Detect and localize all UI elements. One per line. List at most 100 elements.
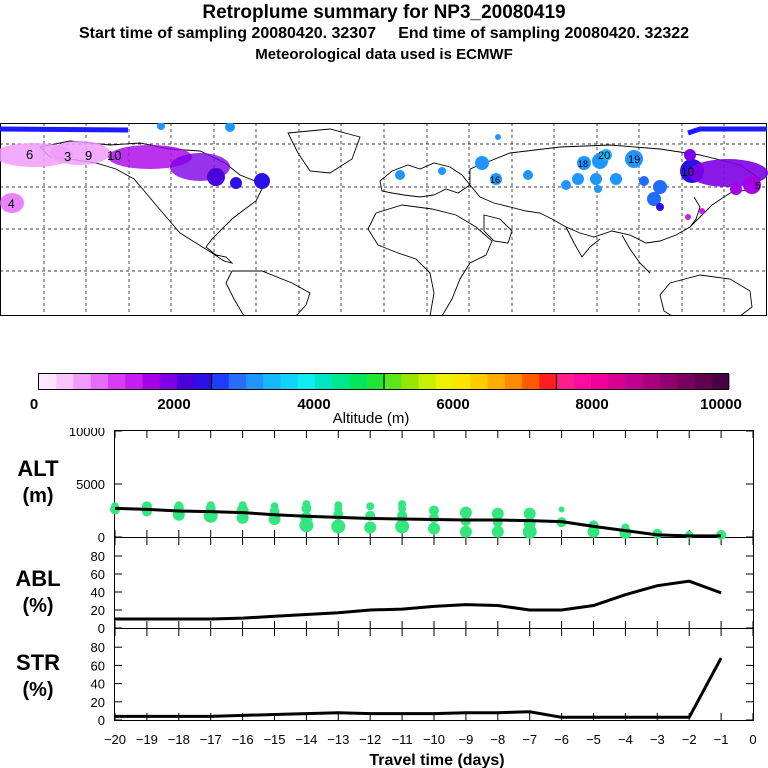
abl-panel-frame: [114, 537, 754, 629]
colorbar-tick: 4000: [297, 396, 330, 413]
plume-point: [653, 180, 667, 194]
y-tick-label: 0: [98, 713, 105, 728]
alt-point: [491, 507, 504, 520]
world-map: 6 3 9 10 4 19 20 16 18 10 5: [0, 123, 768, 317]
plume-point: [438, 167, 446, 175]
x-tick-label: −10: [423, 732, 445, 747]
colorbar-cell: [522, 374, 540, 389]
colorbar-cell: [280, 374, 299, 389]
x-ticks: −20 −19 −18 −17 −16 −15 −14 −13 −12 −11 −10 −9 −8 −7−…: [104, 732, 757, 747]
y-tick-label: 20: [91, 695, 105, 710]
colorbar-cell: [660, 374, 678, 389]
colorbar-tick: 10000: [700, 396, 742, 413]
x-tick-label: −9: [458, 732, 473, 747]
colorbar-cell: [573, 374, 592, 389]
colorbar-cell: [211, 374, 230, 389]
colorbar-cell: [642, 374, 661, 389]
colorbar-cell: [125, 374, 143, 389]
x-tick-label: −19: [136, 732, 158, 747]
time-series-panels: ALT (m) ABL (%) STR (%) 0 5000 10000 0 20 40…: [15, 428, 757, 768]
plume-point: [561, 180, 571, 190]
start-time-text: Start time of sampling 20080420. 32307: [78, 25, 376, 42]
plume-point: [600, 149, 612, 161]
str-axis-unit: (%): [22, 679, 53, 701]
alt-point: [459, 506, 472, 519]
x-tick-label: −14: [295, 732, 317, 747]
colorbar-cell: [332, 374, 350, 389]
y-tick-label: 0: [98, 621, 105, 636]
str-line: [115, 657, 723, 719]
alt-point: [331, 519, 346, 534]
plume-point: [610, 173, 622, 185]
plume-point: [207, 168, 225, 186]
x-tick-label: −7: [522, 732, 537, 747]
colorbar-cell: [556, 374, 575, 389]
chart-title: Retroplume summary for NP3_20080419: [202, 2, 566, 23]
plume-point: [577, 156, 591, 170]
x-tick-label: −12: [359, 732, 381, 747]
map-label: 4: [8, 197, 15, 211]
colorbar-tick: 0: [30, 396, 38, 413]
abl-axis-unit: (%): [22, 595, 53, 617]
altitude-colorbar: 0 2000 4000 6000 8000 10000 Altitude (m): [30, 373, 742, 427]
x-tick-label: −6: [554, 732, 569, 747]
colorbar-cell: [39, 374, 57, 389]
colorbar-cell: [677, 374, 695, 389]
x-tick-label: 0: [749, 732, 756, 747]
colorbar-tick: 2000: [157, 396, 190, 413]
map-label: 6: [26, 147, 33, 162]
colorbar-cell: [366, 374, 385, 389]
plume-point: [0, 193, 24, 213]
colorbar-cell: [142, 374, 161, 389]
plume-point: [647, 192, 661, 206]
x-tick-label: −1: [714, 732, 729, 747]
plume-strip-west: [0, 126, 129, 133]
y-tick-label: 80: [91, 549, 105, 564]
plume-point: [625, 150, 643, 168]
x-axis-title: Travel time (days): [369, 752, 504, 768]
plume-point: [699, 208, 705, 214]
y-tick-label: 80: [91, 640, 105, 655]
map-label: 16: [490, 175, 500, 185]
colorbar-cell: [470, 374, 488, 389]
colorbar-tick: 6000: [436, 396, 469, 413]
alt-point: [302, 500, 311, 509]
colorbar-cell: [263, 374, 281, 389]
alt-point: [364, 521, 377, 534]
x-tick-label: −17: [200, 732, 222, 747]
alt-yticks: 0 5000 10000: [69, 428, 754, 545]
plume-point: [590, 173, 602, 185]
plume-point: [495, 134, 501, 140]
map-label: 9: [85, 148, 92, 163]
plume-point: [475, 156, 489, 170]
y-tick-label: 20: [91, 603, 105, 618]
colorbar-frame: [38, 373, 729, 390]
plume-point: [572, 173, 584, 185]
colorbar-ticks: 0 2000 4000 6000 8000 10000: [30, 396, 742, 413]
x-tick-label: −11: [392, 732, 413, 747]
y-tick-label: 5000: [76, 477, 105, 492]
chart-subtitle: Start time of sampling 20080420. 32307 E…: [0, 25, 768, 43]
map-label: 20: [598, 150, 610, 162]
plume-point: [639, 176, 649, 186]
colorbar-cell: [539, 374, 557, 389]
x-tick-label: −5: [586, 732, 601, 747]
x-tick-label: −8: [490, 732, 505, 747]
colorbar-cell: [349, 374, 368, 389]
x-tick-label: −20: [104, 732, 126, 747]
alt-point: [174, 501, 183, 510]
y-tick-label: 60: [91, 658, 105, 673]
abl-yticks: 0 20 40 60 80: [91, 538, 754, 636]
map-label: 19: [628, 154, 640, 166]
colorbar-cell: [711, 374, 730, 389]
map-label: 10: [107, 148, 121, 163]
y-tick-label: 60: [91, 567, 105, 582]
colorbar-cell: [194, 374, 212, 389]
colorbar-cell: [108, 374, 126, 389]
plume-point: [523, 170, 533, 180]
alt-point: [428, 522, 440, 535]
colorbar-cell: [608, 374, 626, 389]
colorbar-cell: [384, 374, 402, 389]
y-tick-label: 40: [91, 677, 105, 692]
colorbar-cell: [177, 374, 195, 389]
